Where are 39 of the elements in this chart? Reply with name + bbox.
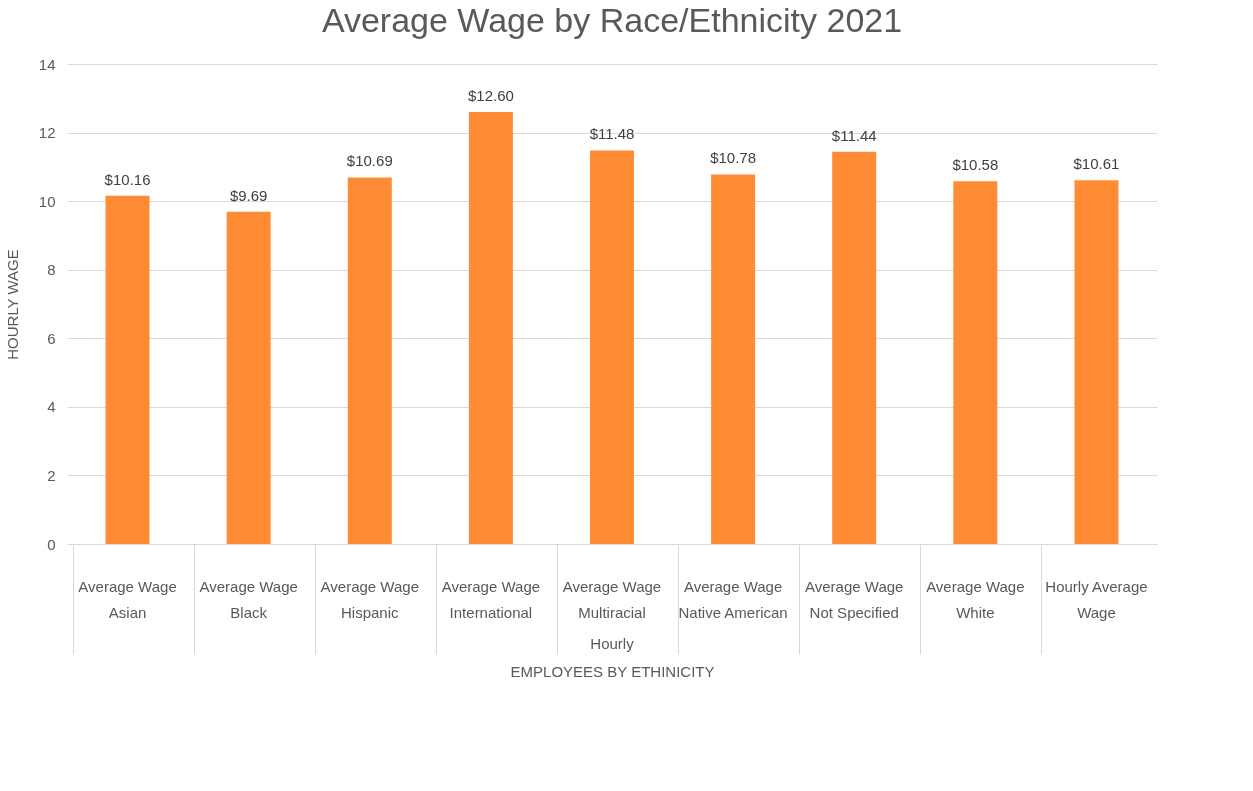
data-label: $12.60: [467, 87, 514, 104]
bar: [590, 150, 634, 544]
x-tick-label: Average Wage International: [441, 577, 541, 621]
y-axis-title: HOURLY WAGE: [3, 249, 21, 360]
y-tick-label: 12: [38, 124, 56, 142]
bar: [105, 195, 150, 544]
data-label: $10.16: [104, 170, 151, 188]
bar: [711, 174, 756, 544]
x-tick-label: Hourly Average Wage: [1045, 577, 1148, 621]
x-axis-title: EMPLOYEES BY ETHINICITY: [510, 663, 715, 680]
data-label: $10.58: [952, 156, 999, 174]
bar: [468, 112, 513, 544]
y-tick-label: 10: [38, 192, 56, 210]
data-label: $9.69: [229, 186, 268, 204]
y-tick-label: 0: [47, 535, 56, 553]
x-tick-label: Average Wage Hispanic: [320, 577, 419, 621]
x-tick-label: Average Wage Native American: [678, 577, 788, 621]
bar: [347, 177, 392, 544]
y-tick-label: 14: [38, 55, 56, 73]
y-tick-label: 8: [47, 261, 56, 279]
x-tick-label: Average Wage Multiracial: [562, 577, 662, 621]
y-tick-label: 6: [47, 329, 56, 347]
x-tick-label: Average Wage Asian: [78, 577, 177, 621]
bar: [226, 211, 271, 544]
bar: [1074, 180, 1119, 544]
y-tick-label: 4: [47, 398, 56, 416]
x-tick-label: Average Wage Black: [199, 577, 298, 621]
x-tick-label: Average Wage Not Specified: [805, 577, 904, 621]
chart-title: Average Wage by Race/Ethnicity 2021: [321, 1, 903, 39]
data-label: $11.44: [831, 126, 877, 144]
data-label: $11.48: [589, 125, 635, 143]
y-tick-label: 2: [47, 466, 56, 484]
x-tick-label: Average Wage White: [926, 577, 1025, 621]
bar: [953, 181, 998, 544]
data-label: $10.61: [1073, 155, 1120, 173]
data-label: $10.69: [346, 152, 393, 170]
bar: [832, 151, 877, 544]
data-label: $10.78: [710, 149, 757, 167]
text: Hourly: [590, 635, 635, 652]
